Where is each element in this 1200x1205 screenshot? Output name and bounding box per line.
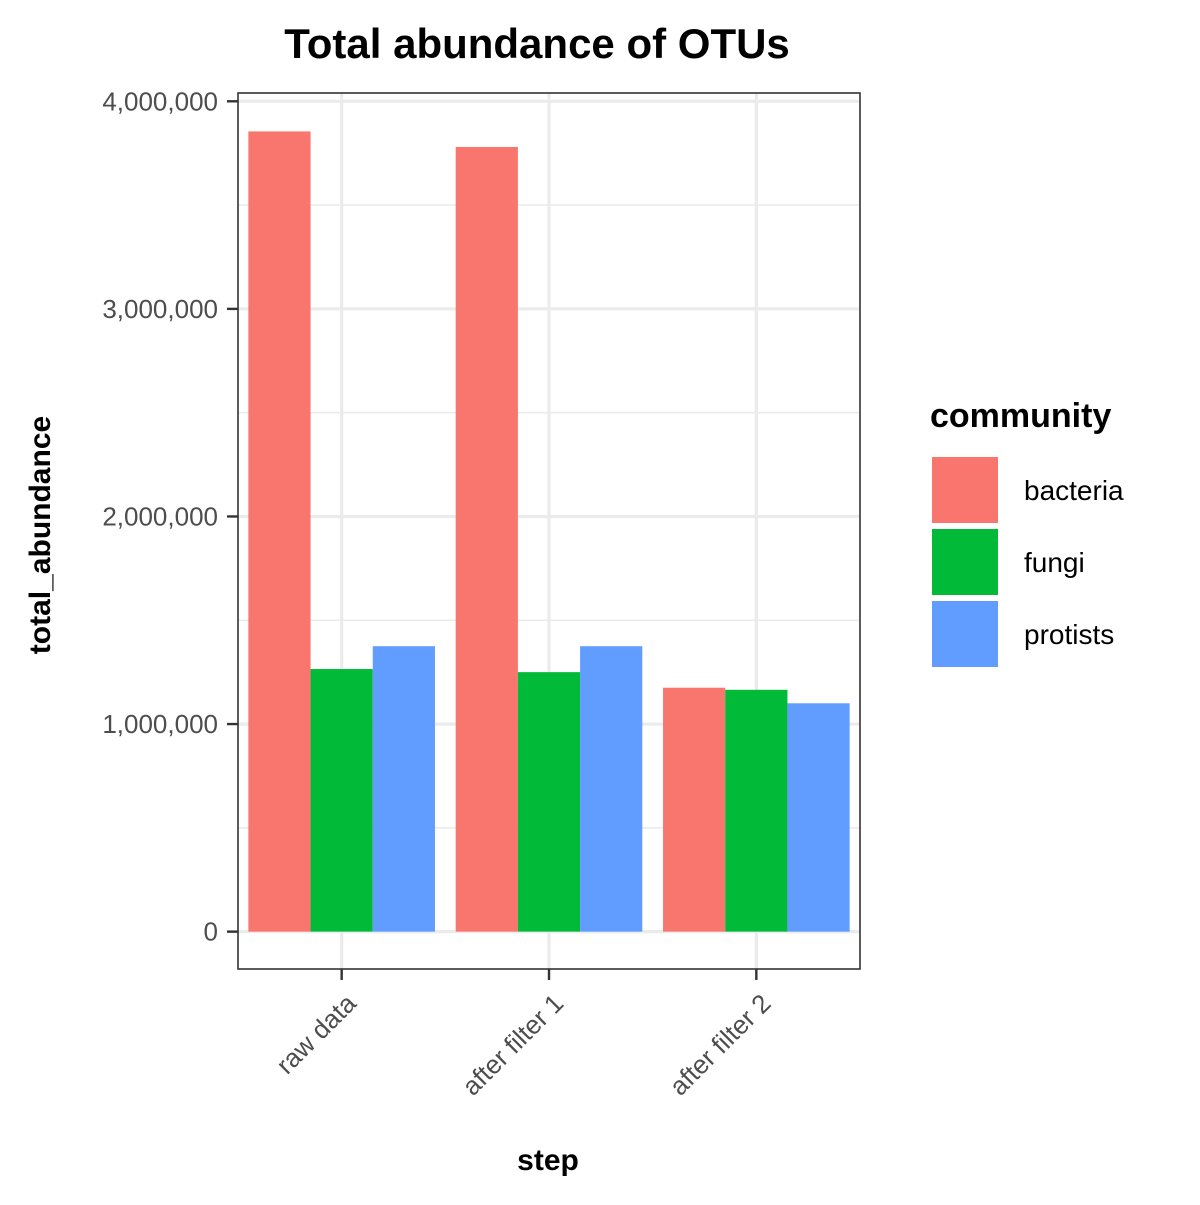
bar-fungi-raw-data <box>310 669 373 932</box>
y-axis-title: total_abundance <box>24 416 57 654</box>
y-tick-label: 3,000,000 <box>102 294 218 324</box>
legend-title: community <box>930 397 1111 435</box>
bar-fungi-after-filter-1 <box>517 672 581 932</box>
legend-swatch-bacteria <box>932 457 998 523</box>
legend-items: bacteria fungi protists <box>932 457 1124 667</box>
y-tick-label: 0 <box>204 917 218 947</box>
legend-swatch-protists <box>932 601 998 667</box>
y-tick-label: 4,000,000 <box>102 86 218 116</box>
y-tick-label: 1,000,000 <box>102 709 218 739</box>
bar-protists-after-filter-1 <box>580 646 643 932</box>
bars <box>248 131 850 932</box>
legend-label-bacteria: bacteria <box>1024 475 1124 506</box>
bar-bacteria-raw-data <box>248 131 311 932</box>
bar-bacteria-after-filter-1 <box>455 146 518 932</box>
x-axis-title: step <box>517 1144 579 1177</box>
legend-swatch-fungi <box>932 529 998 595</box>
bar-bacteria-after-filter-2 <box>663 687 726 932</box>
bar-protists-after-filter-2 <box>787 703 850 932</box>
bar-protists-raw-data <box>372 646 435 932</box>
x-tick-label: after filter 1 <box>456 988 569 1101</box>
y-tick-label: 2,000,000 <box>102 501 218 531</box>
chart-title: Total abundance of OTUs <box>284 20 790 67</box>
legend: community bacteria fungi protists <box>930 397 1124 667</box>
legend-label-protists: protists <box>1024 619 1114 650</box>
legend-label-fungi: fungi <box>1024 547 1085 578</box>
x-tick-label: after filter 2 <box>663 988 776 1101</box>
bar-fungi-after-filter-2 <box>725 689 788 932</box>
x-tick-label: raw data <box>270 988 362 1080</box>
axes: 0 1,000,000 2,000,000 3,000,000 4,000,000 raw… <box>102 86 776 1101</box>
